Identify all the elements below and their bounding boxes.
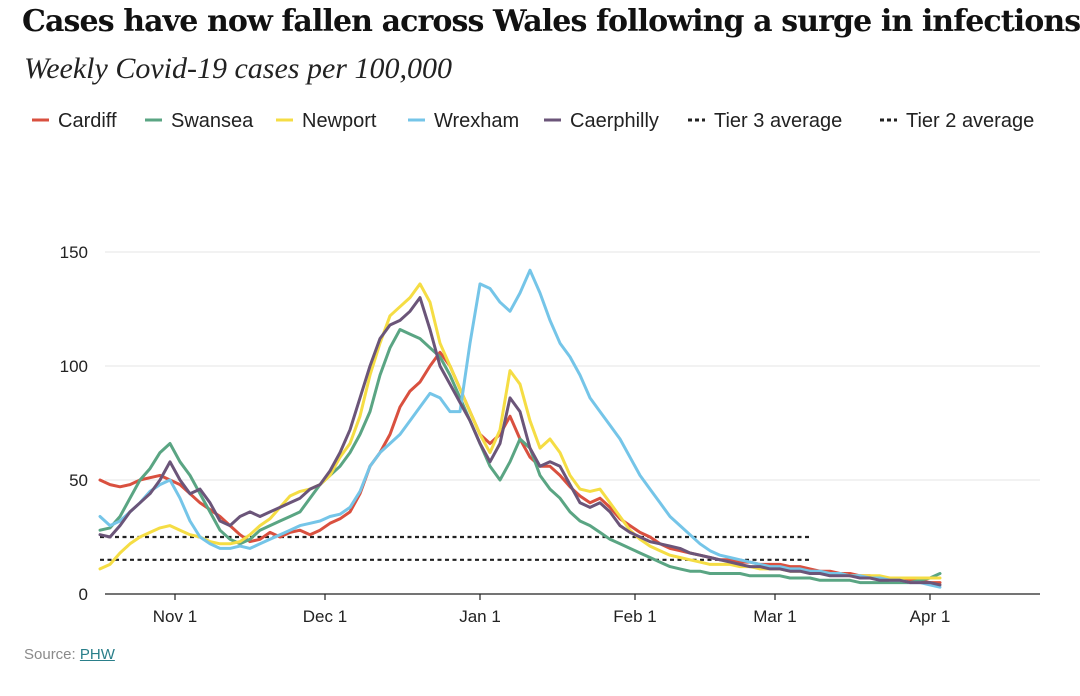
series-line-caerphilly — [98, 296, 942, 587]
legend: Cardiff Swansea Newport Wrexham Caerphilly Ti… — [32, 110, 1034, 132]
source-label: Source: — [24, 646, 80, 663]
legend-item-tier-2-average: Tier 2 average — [880, 110, 1034, 132]
series-line-wrexham — [98, 268, 942, 589]
series-line-swansea — [98, 328, 942, 585]
legend-label-wrexham: Wrexham — [434, 110, 519, 132]
legend-item-newport: Newport — [276, 110, 377, 132]
grid-lines — [105, 251, 1040, 481]
legend-item-wrexham: Wrexham — [408, 110, 519, 132]
source-link[interactable]: PHW — [79, 646, 115, 663]
y-tick-label-0: 0 — [79, 585, 88, 604]
x-tick-label-dec-1: Dec 1 — [303, 607, 347, 626]
legend-label-cardiff: Cardiff — [58, 110, 117, 132]
chart-subtitle: Weekly Covid-19 cases per 100,000 — [24, 52, 452, 85]
line-chart: Cardiff Swansea Newport Wrexham Caerphilly Ti… — [32, 110, 1040, 626]
chart-title: Cases have now fallen across Wales follo… — [22, 4, 1080, 39]
legend-item-swansea: Swansea — [145, 110, 254, 132]
source-note: Source: PHW — [24, 646, 115, 663]
legend-item-caerphilly: Caerphilly — [544, 110, 659, 132]
y-tick-label-100: 100 — [60, 357, 88, 376]
legend-item-cardiff: Cardiff — [32, 110, 117, 132]
y-tick-label-150: 150 — [60, 243, 88, 262]
legend-label-tier-3-average: Tier 3 average — [714, 110, 842, 132]
y-tick-label-50: 50 — [69, 471, 88, 490]
x-tick-label-apr-1: Apr 1 — [910, 607, 951, 626]
reference-lines — [100, 535, 810, 561]
series-lines — [98, 268, 942, 589]
legend-label-swansea: Swansea — [171, 110, 254, 132]
legend-label-newport: Newport — [302, 110, 377, 132]
legend-item-tier-3-average: Tier 3 average — [688, 110, 842, 132]
x-tick-label-feb-1: Feb 1 — [613, 607, 656, 626]
x-axis-tick-labels: Nov 1 Dec 1 Jan 1 Feb 1 Mar 1 Apr 1 — [153, 594, 951, 626]
legend-label-tier-2-average: Tier 2 average — [906, 110, 1034, 132]
x-tick-label-mar-1: Mar 1 — [753, 607, 796, 626]
x-tick-label-nov-1: Nov 1 — [153, 607, 197, 626]
y-axis-tick-labels: 0 50 100 150 — [60, 243, 88, 604]
legend-label-caerphilly: Caerphilly — [570, 110, 659, 132]
x-tick-label-jan-1: Jan 1 — [459, 607, 501, 626]
